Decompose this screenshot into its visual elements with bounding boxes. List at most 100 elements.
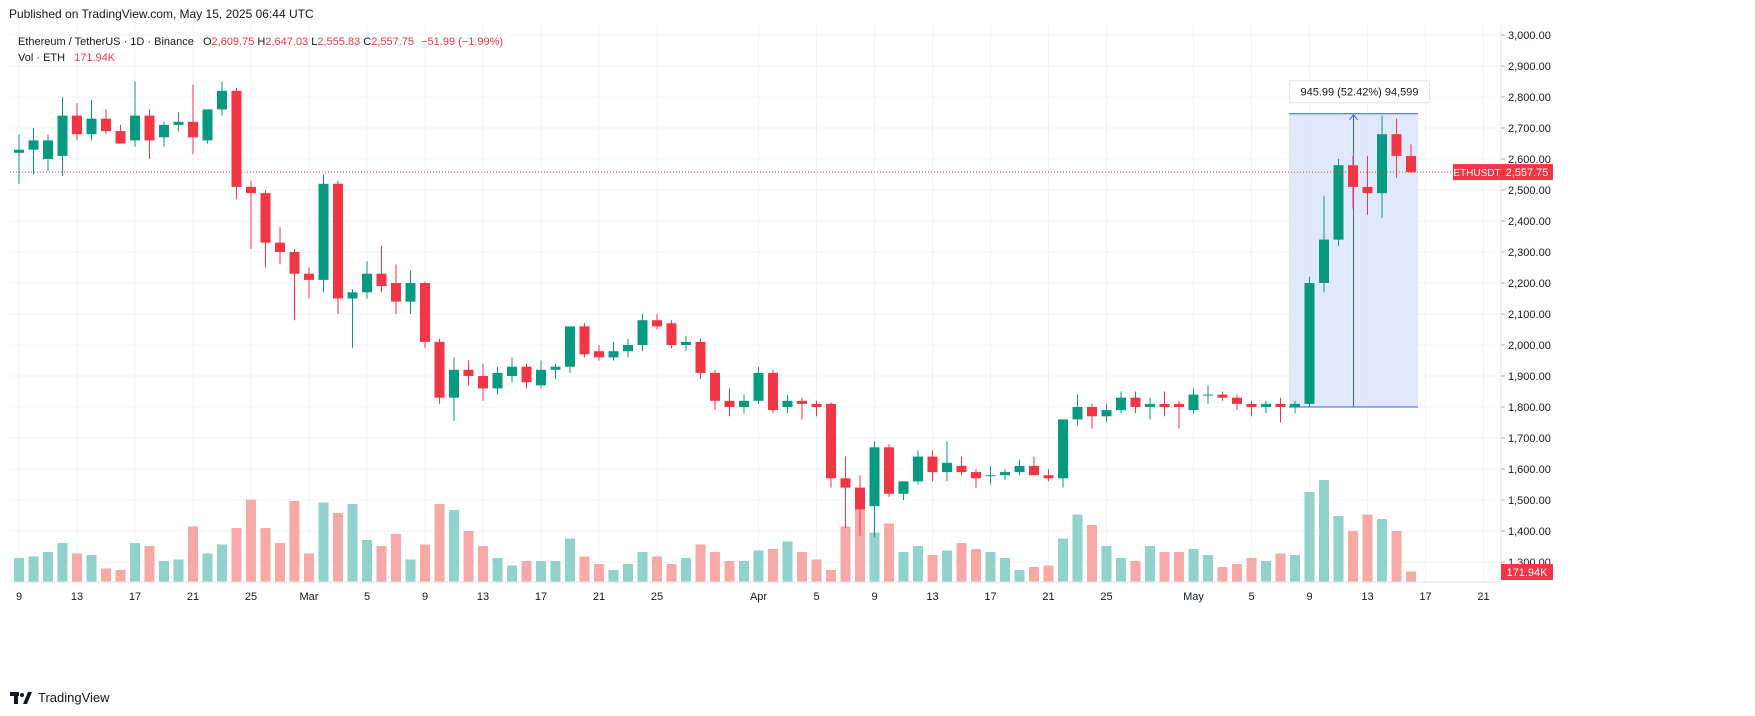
symbol-title[interactable]: Ethereum / TetherUS · 1D · Binance: [18, 36, 194, 48]
x-tick-label: 9: [422, 591, 428, 603]
candle-body: [884, 447, 894, 494]
candle-body: [231, 90, 242, 187]
candle-body: [536, 369, 546, 386]
volume-bar: [753, 550, 764, 582]
volume-bar: [246, 499, 256, 582]
volume-bar: [231, 528, 242, 582]
candle-body: [1014, 465, 1025, 473]
published-note: Published on TradingView.com, May 15, 20…: [9, 7, 314, 21]
volume-bar: [782, 541, 793, 582]
volume-bar: [855, 492, 865, 582]
candle-body: [449, 369, 459, 398]
candle-body: [159, 124, 169, 138]
candle-body: [144, 115, 155, 141]
volume-bar: [391, 534, 401, 582]
candle-body: [1246, 403, 1257, 407]
low-label: L: [311, 36, 318, 48]
candle-body: [623, 345, 633, 352]
volume-bar: [1319, 480, 1329, 582]
price-tag-symbol-bg: [1453, 164, 1501, 181]
volume-bar: [115, 570, 126, 582]
candle-body: [1217, 394, 1228, 398]
y-tick-label: 3,000.00: [1508, 30, 1551, 42]
candle-body: [1000, 472, 1010, 476]
candle-body: [1203, 394, 1213, 396]
candle-body: [43, 140, 53, 159]
volume-bar: [1043, 565, 1054, 582]
volume-tag-bg: [1501, 564, 1553, 580]
candle-body: [1130, 397, 1141, 407]
candle-body: [1145, 403, 1155, 407]
volume-bar: [318, 502, 329, 582]
volume-bar: [14, 558, 24, 582]
y-tick-label: 1,900.00: [1508, 371, 1551, 383]
volume-bar: [188, 526, 198, 582]
x-tick-label: 13: [477, 591, 489, 603]
y-tick-label: 1,800.00: [1508, 402, 1551, 414]
volume-bar: [1232, 564, 1242, 582]
volume-bar: [927, 555, 938, 582]
volume-bar: [1217, 567, 1228, 582]
y-tick-label: 2,800.00: [1508, 92, 1551, 104]
x-tick-label: 17: [984, 591, 996, 603]
candle-body: [1188, 394, 1199, 411]
candle-body: [362, 273, 372, 293]
volume-bar: [1406, 571, 1416, 582]
volume-bar: [869, 532, 880, 582]
footer-brand[interactable]: TradingView: [10, 690, 110, 705]
volume-bar: [376, 546, 387, 582]
x-tick-label: 21: [187, 591, 199, 603]
tradingview-logo-icon: [10, 691, 32, 705]
x-tick-label: 9: [871, 591, 877, 603]
volume-bar: [449, 510, 459, 582]
y-tick-label: 2,200.00: [1508, 278, 1551, 290]
candle-body: [173, 121, 184, 125]
volume-bar: [1188, 549, 1199, 582]
volume-bar: [768, 549, 778, 582]
volume-bar: [884, 523, 894, 582]
x-tick-label: Apr: [750, 591, 767, 603]
volume-bar: [275, 543, 285, 582]
x-tick-label: 17: [535, 591, 547, 603]
volume-label[interactable]: Vol · ETH: [18, 52, 66, 64]
volume-bar: [1391, 531, 1402, 582]
candle-body: [1362, 186, 1373, 194]
y-tick-label: 2,600.00: [1508, 154, 1551, 166]
volume-bar: [1159, 552, 1170, 582]
candle-body: [202, 109, 213, 141]
volume-bar: [463, 531, 474, 582]
volume-bar: [1130, 561, 1141, 582]
x-tick-label: 13: [926, 591, 938, 603]
x-tick-label: May: [1183, 591, 1204, 603]
volume-bar: [1029, 567, 1039, 582]
volume-bar: [724, 561, 735, 582]
candle-body: [971, 472, 981, 479]
candle-body: [333, 183, 343, 299]
close-label: C: [363, 36, 372, 48]
candle-body: [956, 465, 967, 473]
volume-bar: [594, 564, 604, 582]
volume-bar: [260, 528, 271, 582]
volume-bar: [43, 552, 53, 582]
volume-bar: [797, 552, 807, 582]
candle-body: [275, 242, 285, 252]
measure-label: 945.99 (52.42%) 94,599: [1300, 87, 1418, 99]
legend-price-row: Ethereum / TetherUS · 1D · Binance O2,60…: [18, 34, 503, 50]
candle-body: [898, 481, 909, 494]
candle-body: [72, 115, 82, 135]
x-tick-label: 13: [1361, 591, 1373, 603]
x-tick-label: 5: [364, 591, 370, 603]
volume-bar: [1362, 514, 1373, 582]
candle-body: [811, 403, 822, 407]
candle-body: [1290, 403, 1300, 407]
chart-legend: Ethereum / TetherUS · 1D · Binance O2,60…: [18, 34, 503, 66]
legend-volume-row: Vol · ETH 171.94K: [18, 50, 503, 66]
volume-bar: [623, 564, 633, 582]
candle-body: [1377, 134, 1387, 194]
change-value: −51.99 (−1.99%): [421, 36, 504, 48]
volume-bar: [637, 552, 648, 582]
volume-bar: [608, 570, 619, 582]
volume-bar: [362, 540, 372, 582]
